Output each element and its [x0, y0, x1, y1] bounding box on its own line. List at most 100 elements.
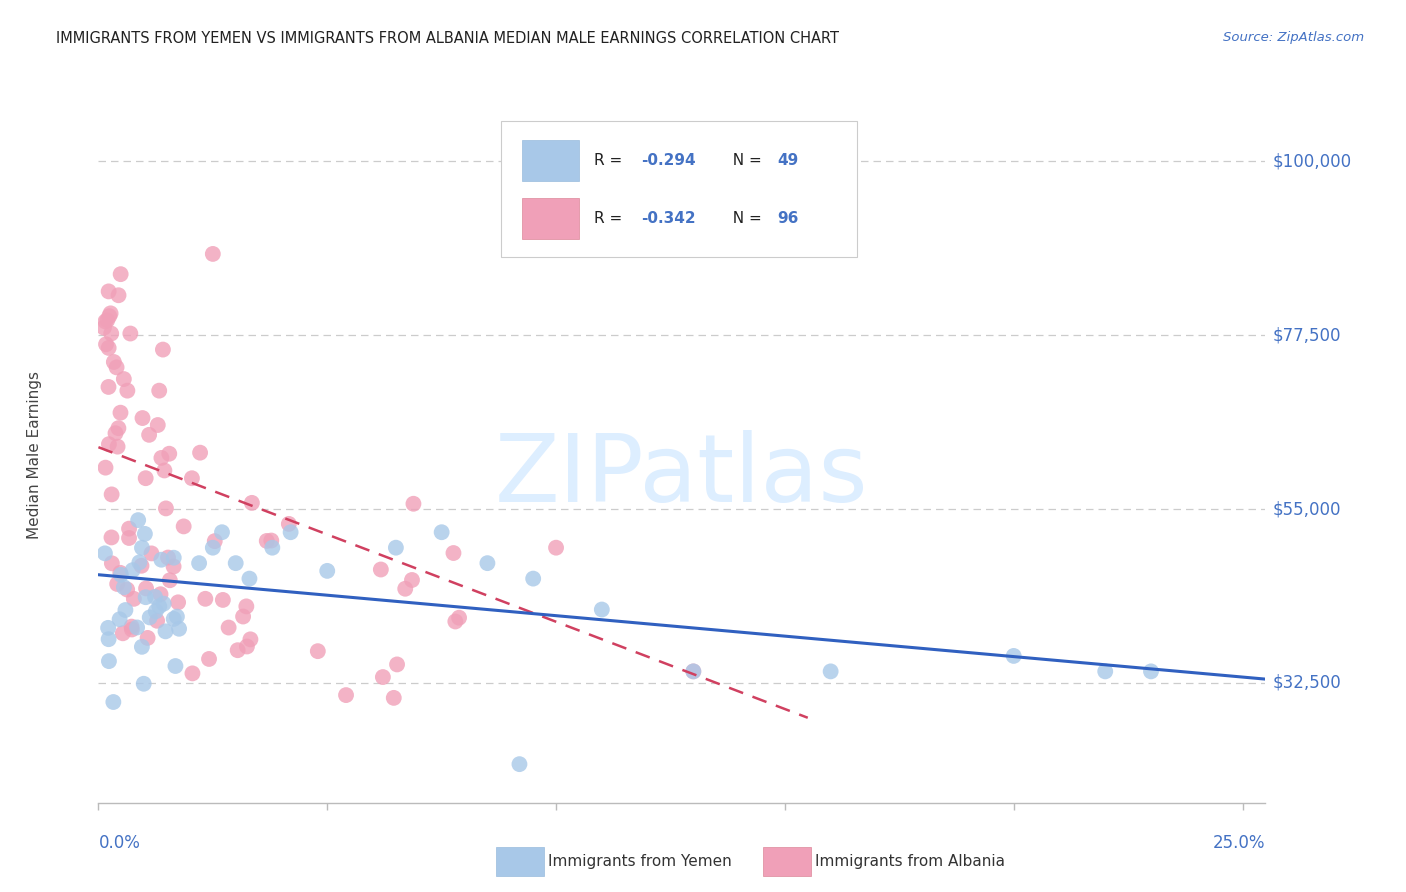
Text: $32,500: $32,500 [1272, 674, 1341, 692]
Point [148, 599, 170, 614]
Point [138, 610, 160, 624]
Point [382, 690, 405, 705]
Point [97, 437, 120, 451]
Point [135, 591, 157, 605]
Point [430, 525, 453, 540]
Point [591, 602, 613, 616]
Point [371, 670, 394, 684]
Point [307, 644, 329, 658]
Point [131, 411, 153, 425]
Point [127, 620, 149, 634]
Point [111, 626, 134, 640]
Point [127, 513, 149, 527]
Point [163, 550, 186, 565]
Point [110, 567, 132, 582]
Point [1094, 665, 1116, 679]
Point [93, 320, 115, 334]
Point [112, 372, 135, 386]
FancyBboxPatch shape [522, 198, 579, 239]
Point [385, 541, 408, 555]
Point [118, 531, 141, 545]
Point [194, 591, 217, 606]
Point [100, 306, 122, 320]
Point [105, 360, 128, 375]
Point [402, 497, 425, 511]
Point [226, 643, 249, 657]
Text: R =: R = [595, 211, 627, 226]
Point [115, 582, 138, 597]
Point [157, 447, 180, 461]
Text: N =: N = [723, 211, 766, 226]
Point [121, 563, 143, 577]
Point [114, 603, 136, 617]
Point [181, 666, 204, 681]
Point [260, 533, 283, 548]
Point [107, 440, 129, 454]
Point [385, 657, 408, 672]
Point [131, 558, 153, 573]
Point [128, 555, 150, 569]
Point [146, 417, 169, 432]
Point [159, 574, 181, 588]
Point [97, 341, 120, 355]
Point [134, 527, 156, 541]
Point [155, 624, 177, 639]
Point [100, 530, 122, 544]
Point [117, 384, 139, 398]
Point [201, 541, 224, 555]
Point [262, 541, 284, 555]
Point [212, 593, 235, 607]
Point [107, 288, 129, 302]
Point [146, 614, 169, 628]
Point [100, 487, 122, 501]
Point [98, 309, 121, 323]
Point [97, 621, 120, 635]
Text: ZIPatlas: ZIPatlas [495, 430, 869, 522]
Text: Immigrants from Albania: Immigrants from Albania [815, 855, 1005, 869]
Text: Median Male Earnings: Median Male Earnings [27, 371, 42, 539]
Point [316, 564, 339, 578]
Point [121, 619, 143, 633]
Point [107, 421, 129, 435]
Point [145, 604, 167, 618]
Point [131, 640, 153, 654]
Point [232, 609, 254, 624]
Point [443, 546, 465, 560]
Text: $55,000: $55,000 [1272, 500, 1341, 518]
Point [401, 573, 423, 587]
Point [256, 533, 278, 548]
Text: 49: 49 [778, 153, 799, 168]
Point [132, 677, 155, 691]
Point [131, 541, 153, 555]
Point [135, 471, 157, 485]
Point [103, 355, 125, 369]
Point [370, 562, 392, 576]
Point [682, 665, 704, 679]
Text: R =: R = [595, 153, 627, 168]
Point [218, 621, 240, 635]
Point [153, 463, 176, 477]
Point [104, 426, 127, 441]
Point [235, 599, 257, 614]
Point [150, 450, 173, 465]
Point [110, 267, 132, 281]
Point [152, 597, 174, 611]
Point [198, 652, 221, 666]
Point [94, 460, 117, 475]
Text: $77,500: $77,500 [1272, 326, 1341, 344]
Point [103, 695, 125, 709]
Point [820, 665, 842, 679]
Point [508, 757, 530, 772]
Point [118, 522, 141, 536]
Point [94, 546, 117, 560]
Point [204, 534, 226, 549]
Point [225, 556, 247, 570]
Point [277, 516, 299, 531]
Point [163, 612, 186, 626]
Point [120, 326, 142, 341]
Point [136, 631, 159, 645]
Text: 25.0%: 25.0% [1213, 834, 1265, 852]
Text: Source: ZipAtlas.com: Source: ZipAtlas.com [1223, 31, 1364, 45]
Point [110, 406, 132, 420]
Point [188, 556, 211, 570]
